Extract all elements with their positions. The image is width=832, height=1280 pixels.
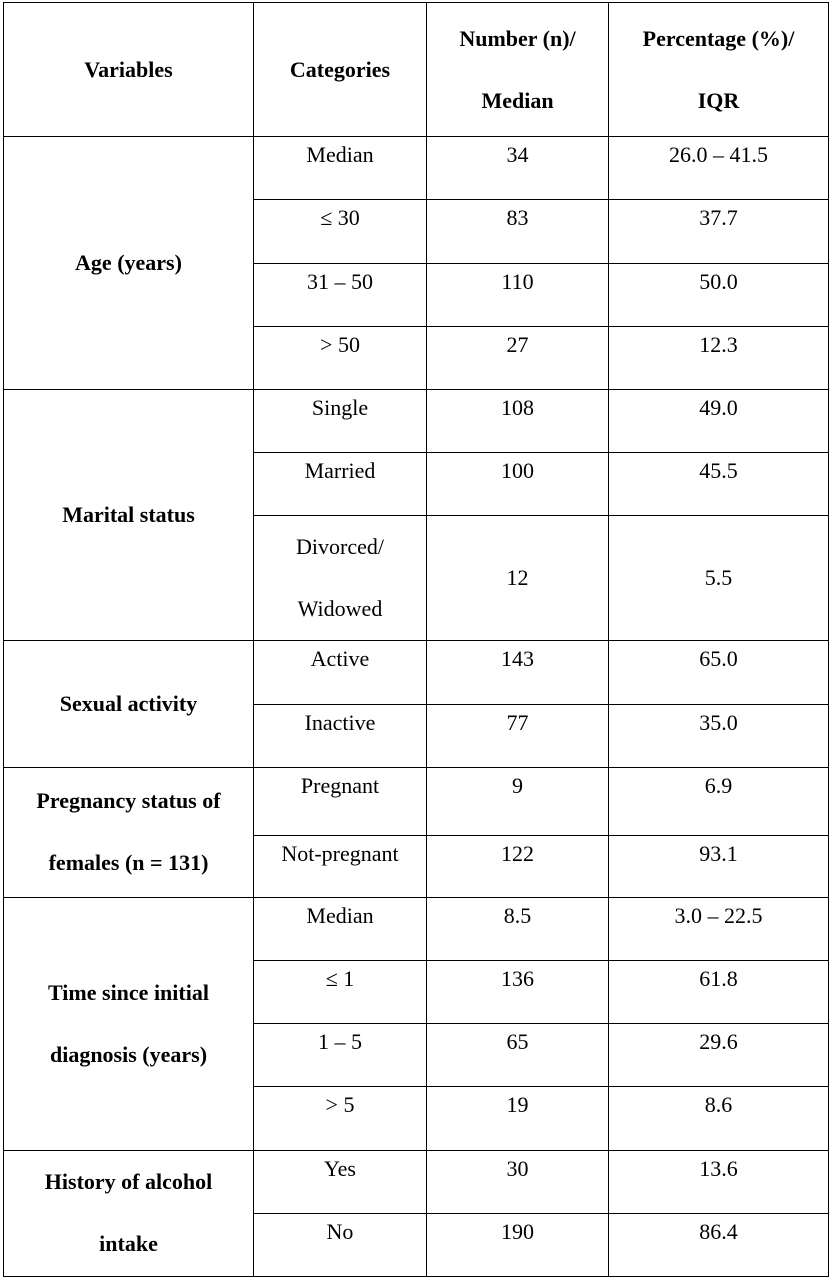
category-cell: ≤ 1: [253, 960, 427, 1025]
percentage-cell: 37.7: [608, 199, 829, 264]
variable-line1: History of alcohol: [44, 1169, 213, 1195]
number-cell: 34: [426, 136, 609, 201]
table-row: > 50 27 12.3: [4, 325, 829, 390]
percentage-cell: 65.0: [608, 640, 829, 705]
number-cell: 19: [426, 1086, 609, 1151]
number-cell: 190: [426, 1212, 609, 1278]
percentage-cell: 12.3: [608, 325, 829, 390]
number-cell: 12: [426, 515, 609, 642]
table-row: Pregnancy status of females (n = 131) Pr…: [3, 766, 829, 899]
table-row: Divorced/ Widowed 12 5.5: [4, 515, 829, 642]
percentage-cell: 50.0: [608, 262, 829, 327]
variable-line1: Pregnancy status of: [36, 788, 221, 814]
table-row: Age (years) Median 34 26.0 – 41.5: [3, 136, 829, 390]
category-cell: > 50: [253, 325, 427, 390]
percentage-cell: 86.4: [608, 1212, 829, 1278]
category-cell: > 5: [253, 1086, 427, 1151]
category-cell: Active: [253, 640, 427, 705]
percentage-cell: 61.8: [608, 960, 829, 1025]
percentage-cell: 93.1: [608, 834, 829, 899]
percentage-cell: 49.0: [608, 388, 829, 454]
percentage-cell: 5.5: [608, 515, 829, 642]
category-cell: Inactive: [253, 703, 427, 768]
table-row: No 190 86.4: [4, 1212, 829, 1278]
number-cell: 65: [426, 1023, 609, 1088]
variable-marital-status: Marital status: [3, 388, 254, 642]
category-cell: Divorced/ Widowed: [253, 515, 427, 642]
number-cell: 83: [426, 199, 609, 264]
table-row: Not-pregnant 122 93.1: [4, 834, 829, 899]
header-percentage: Percentage (%)/ IQR: [608, 1, 829, 138]
number-cell: 100: [426, 452, 609, 517]
table-row: Sexual activity Active 143 65.0: [3, 640, 829, 768]
variable-line2: diagnosis (years): [49, 1041, 208, 1067]
table-row: Marital status Single 108 49.0: [3, 388, 829, 642]
table-row: 1 – 5 65 29.6: [4, 1023, 829, 1088]
number-cell: 110: [426, 262, 609, 327]
number-cell: 136: [426, 960, 609, 1025]
characteristics-table: Variables Categories Number (n)/ Median …: [3, 1, 829, 1278]
number-cell: 27: [426, 325, 609, 390]
category-cell: Pregnant: [253, 766, 427, 836]
category-cell: No: [253, 1212, 427, 1278]
variable-pregnancy-status: Pregnancy status of females (n = 131): [3, 766, 254, 899]
header-number-line2: Median: [481, 87, 554, 113]
category-line1: Divorced/: [296, 534, 384, 560]
percentage-cell: 13.6: [608, 1149, 829, 1214]
percentage-cell: 8.6: [608, 1086, 829, 1151]
category-cell: Not-pregnant: [253, 834, 427, 899]
table-row: Time since initial diagnosis (years) Med…: [3, 897, 829, 1151]
variable-line2: intake: [99, 1231, 158, 1257]
percentage-cell: 6.9: [608, 766, 829, 836]
variable-sexual-activity: Sexual activity: [3, 640, 254, 768]
header-variables: Variables: [3, 1, 254, 138]
category-cell: Married: [253, 452, 427, 517]
percentage-cell: 45.5: [608, 452, 829, 517]
table-row: History of alcohol intake Yes 30 13.6: [3, 1149, 829, 1278]
number-cell: 122: [426, 834, 609, 899]
percentage-cell: 26.0 – 41.5: [608, 136, 829, 201]
table-row: ≤ 30 83 37.7: [4, 199, 829, 264]
header-categories: Categories: [253, 1, 427, 138]
category-cell: ≤ 30: [253, 199, 427, 264]
table-row: 31 – 50 110 50.0: [4, 262, 829, 327]
number-cell: 143: [426, 640, 609, 705]
table-row: > 5 19 8.6: [4, 1086, 829, 1151]
header-percentage-line1: Percentage (%)/: [642, 25, 795, 51]
variable-alcohol-history: History of alcohol intake: [3, 1149, 254, 1278]
category-cell: Median: [253, 136, 427, 201]
variable-line2: females (n = 131): [48, 850, 209, 876]
table-row: Married 100 45.5: [4, 452, 829, 517]
category-cell: 1 – 5: [253, 1023, 427, 1088]
number-cell: 30: [426, 1149, 609, 1214]
number-cell: 108: [426, 388, 609, 454]
category-cell: Single: [253, 388, 427, 454]
category-line2: Widowed: [297, 596, 383, 622]
number-cell: 77: [426, 703, 609, 768]
category-cell: 31 – 50: [253, 262, 427, 327]
table-row: ≤ 1 136 61.8: [4, 960, 829, 1025]
percentage-cell: 3.0 – 22.5: [608, 897, 829, 962]
variable-line1: Time since initial: [48, 979, 209, 1005]
percentage-cell: 35.0: [608, 703, 829, 768]
header-percentage-line2: IQR: [697, 87, 740, 113]
category-cell: Yes: [253, 1149, 427, 1214]
table-header-row: Variables Categories Number (n)/ Median …: [3, 1, 829, 138]
number-cell: 8.5: [426, 897, 609, 962]
percentage-cell: 29.6: [608, 1023, 829, 1088]
number-cell: 9: [426, 766, 609, 836]
variable-time-since-diagnosis: Time since initial diagnosis (years): [3, 897, 254, 1151]
header-number-line1: Number (n)/: [459, 25, 576, 51]
variable-age: Age (years): [3, 136, 254, 390]
category-cell: Median: [253, 897, 427, 962]
header-number: Number (n)/ Median: [426, 1, 609, 138]
